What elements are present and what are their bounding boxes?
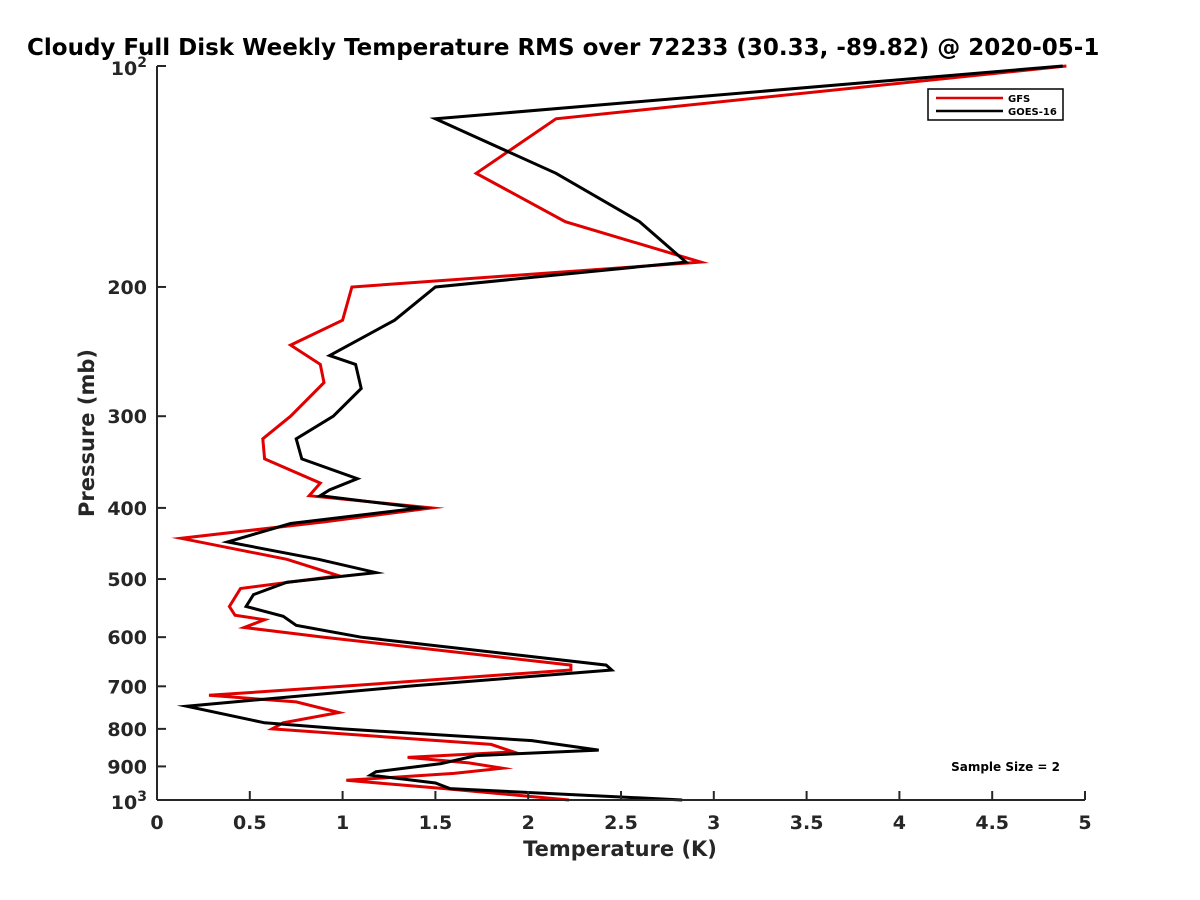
legend-label: GOES-16 [1008,107,1057,118]
y-tick-label: 600 [107,627,147,649]
legend: GFS GOES-16 [927,88,1064,121]
x-tick-label: 1 [336,812,349,834]
legend-box [927,88,1064,121]
chart-title: Cloudy Full Disk Weekly Temperature RMS … [27,35,1099,61]
series-line-gfs [171,64,1067,802]
x-tick-label: 4 [893,812,906,834]
y-tick-label: 700 [107,676,147,698]
axes-layer: 0 0.5 1 1.5 2 2.5 3 3.5 4 4.5 5 200 300 400 500 600 700 8… [107,55,1091,834]
y-tick-label: 103 [111,789,147,814]
x-tick-label: 4.5 [975,812,1009,834]
y-tick-label: 500 [107,569,147,591]
y-tick-label: 200 [107,277,147,299]
y-tick-label: 102 [111,55,147,80]
series-line-goes-16 [176,64,1063,802]
sample-size-annotation: Sample Size = 2 [951,760,1060,774]
x-tick-label: 2 [522,812,535,834]
y-tick-label: 300 [107,406,147,428]
x-tick-label: 5 [1078,812,1091,834]
y-tick-label: 800 [107,719,147,741]
x-tick-label: 3 [707,812,720,834]
x-tick-label: 0 [150,812,163,834]
x-tick-label: 1.5 [419,812,453,834]
y-tick-label: 400 [107,498,147,520]
y-tick-label: 900 [107,756,147,778]
x-tick-label: 3.5 [790,812,824,834]
x-tick-label: 0.5 [233,812,267,834]
y-axis-label: Pressure (mb) [75,349,99,517]
series-layer [171,64,1067,802]
legend-label: GFS [1008,94,1030,105]
x-tick-label: 2.5 [604,812,638,834]
x-axis-label: Temperature (K) [523,837,717,861]
